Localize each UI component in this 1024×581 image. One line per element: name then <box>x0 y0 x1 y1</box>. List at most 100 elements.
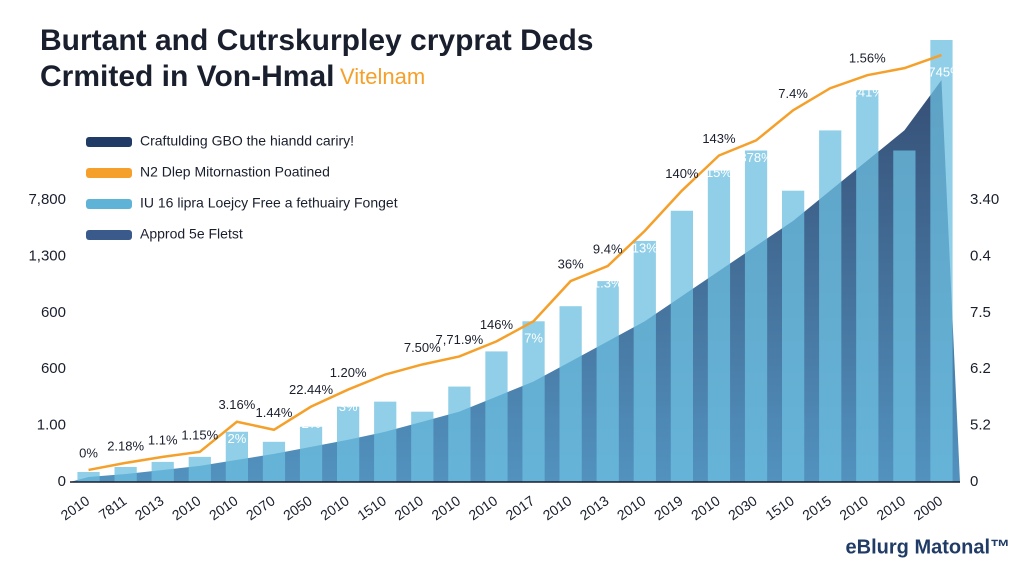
right-axis-label: 0 <box>970 473 978 490</box>
bar <box>633 240 656 482</box>
legend-swatch <box>86 199 132 209</box>
inner-label: 3% <box>339 399 358 414</box>
bar <box>670 210 693 483</box>
x-tick-label: 2015 <box>799 492 834 523</box>
x-tick-label: 2010 <box>206 492 241 523</box>
x-tick-label: 2010 <box>836 492 871 523</box>
right-axis-label: 5.2 <box>970 417 991 434</box>
x-tick-label: 2013 <box>577 492 612 523</box>
right-axis-label: 3.40 <box>970 191 999 208</box>
x-tick-label: 2017 <box>503 492 538 523</box>
inner-label: 7% <box>524 331 543 346</box>
left-axis-label: 600 <box>41 360 66 377</box>
legend-label: IU 16 lipra Loejcy Free a fethuairy Fong… <box>140 195 398 211</box>
right-axis-label: 0.4 <box>970 247 991 264</box>
left-axis-label: 1,300 <box>28 247 66 264</box>
point-label: 146% <box>480 317 514 332</box>
legend-label: Craftulding GBO the hiandd cariry! <box>140 133 354 149</box>
legend-label: N2 Dlep Mitornastion Poatined <box>140 164 330 180</box>
inner-label: 2745% <box>921 65 962 80</box>
left-axis-label: 0 <box>58 473 66 490</box>
x-tick-label: 2010 <box>466 492 501 523</box>
bar <box>559 306 582 482</box>
x-tick-label: 2010 <box>688 492 723 523</box>
bar <box>930 40 953 482</box>
bar <box>337 406 360 482</box>
bar <box>262 441 286 482</box>
x-tick-label: 1510 <box>354 492 389 523</box>
left-axis-label: 1.00 <box>37 417 66 434</box>
inner-label: 241% <box>851 85 885 100</box>
inner-label: 13% <box>632 240 658 255</box>
inner-label: 17% <box>446 366 472 381</box>
x-tick-label: 2010 <box>317 492 352 523</box>
point-label: 143% <box>702 131 736 146</box>
inner-label: 18% <box>409 374 435 389</box>
right-axis-label: 7.5 <box>970 304 991 321</box>
chart-title: Burtant and Cutrskurpley cryprat Deds <box>40 24 593 57</box>
point-label: 7.4% <box>778 86 808 101</box>
point-label: 1.15% <box>181 427 218 442</box>
subtitle-accent: Vitelnam <box>340 64 425 89</box>
x-tick-label: 2070 <box>243 492 278 523</box>
point-label: 1.1% <box>148 432 178 447</box>
bar <box>596 281 619 482</box>
bar <box>114 466 137 482</box>
x-tick-label: 2013 <box>132 492 167 523</box>
x-tick-label: 2010 <box>391 492 426 523</box>
bar <box>225 431 248 482</box>
point-label: 22.44% <box>289 382 334 397</box>
x-tick-label: 2010 <box>58 492 93 523</box>
logo: eBlurg Matonal™ <box>846 536 1010 558</box>
inner-label: 378% <box>739 150 773 165</box>
point-label: 140% <box>665 166 699 181</box>
bar <box>856 90 879 483</box>
left-axis-label: 7,800 <box>28 191 66 208</box>
inner-label: 1.3% <box>593 275 623 290</box>
inner-label: 2% <box>227 431 246 446</box>
bar <box>299 426 323 482</box>
x-tick-label: 2010 <box>874 492 909 523</box>
x-tick-label: 2019 <box>651 492 686 523</box>
inner-label: 2% <box>302 416 321 431</box>
bar <box>77 471 100 482</box>
bar <box>411 411 434 482</box>
point-label: 7,71.9% <box>436 332 484 347</box>
inner-label: 15% <box>706 165 732 180</box>
legend-swatch <box>86 230 132 240</box>
right-axis-label: 6.2 <box>970 360 991 377</box>
bar <box>485 351 508 482</box>
point-label: 36% <box>558 257 584 272</box>
inner-label: 136% <box>814 98 848 113</box>
point-label: 1.20% <box>330 365 367 380</box>
bar <box>151 461 174 482</box>
x-tick-label: 2000 <box>911 492 946 523</box>
point-label: 2.18% <box>107 438 144 453</box>
point-label: 3.16% <box>218 397 255 412</box>
point-label: 9.4% <box>593 241 623 256</box>
legend-swatch <box>86 168 132 178</box>
line <box>88 53 942 472</box>
x-tick-label: 2050 <box>280 492 315 523</box>
bar <box>744 150 768 482</box>
x-tick-label: 2010 <box>540 492 575 523</box>
bar <box>522 321 545 482</box>
point-label: 1.44% <box>256 405 293 420</box>
bar <box>782 190 805 482</box>
chart-subtitle: Crmited in Von-Hmal <box>40 60 334 93</box>
bar <box>819 130 842 482</box>
area <box>70 80 960 482</box>
point-label: 1.56% <box>849 51 886 66</box>
x-tick-label: 2030 <box>725 492 760 523</box>
legend-label: Approd 5e Fletst <box>140 226 243 242</box>
point-label: 0% <box>79 445 98 460</box>
x-tick-label: 2010 <box>614 492 649 523</box>
bar <box>448 386 471 482</box>
x-tick-label: 7811 <box>96 492 130 522</box>
point-label: 7.50% <box>404 340 441 355</box>
bar <box>893 150 916 482</box>
x-tick-label: 2010 <box>429 492 464 523</box>
left-axis-label: 600 <box>41 304 66 321</box>
